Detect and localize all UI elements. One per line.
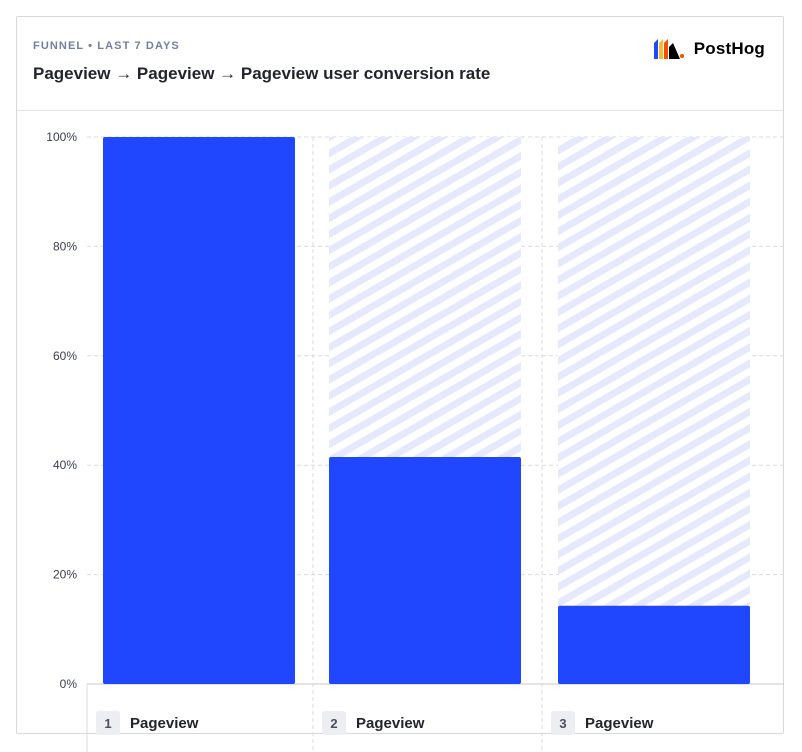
step-number-badge: 2	[322, 711, 346, 735]
insight-title: Pageview → Pageview → Pageview user conv…	[33, 64, 491, 83]
funnel-bar[interactable]	[558, 605, 750, 684]
y-tick-label: 100%	[46, 130, 77, 144]
bar-dropoff-background	[558, 137, 750, 606]
step-label-3: 3 Pageview	[551, 706, 653, 740]
y-tick-label: 60%	[53, 349, 77, 363]
posthog-logo-icon	[653, 39, 684, 59]
step-name: Pageview	[356, 714, 425, 732]
y-tick-label: 80%	[53, 239, 77, 253]
y-tick-label: 20%	[53, 568, 77, 582]
logo-wordmark: PostHog	[693, 39, 765, 58]
funnel-bar[interactable]	[103, 137, 295, 684]
bar-dropoff-background	[329, 137, 521, 457]
funnel-bar[interactable]	[329, 456, 521, 684]
y-tick-label: 0%	[60, 677, 78, 691]
card-header: FUNNEL • LAST 7 DAYS Pageview → Pageview…	[17, 17, 783, 111]
step-number-badge: 3	[551, 711, 575, 735]
insight-subtitle: FUNNEL • LAST 7 DAYS	[33, 40, 180, 52]
y-tick-label: 40%	[53, 458, 77, 472]
posthog-logo[interactable]: PostHog	[653, 37, 765, 61]
step-name: Pageview	[130, 714, 199, 732]
step-number-badge: 1	[96, 711, 120, 735]
step-label-1: 1 Pageview	[96, 706, 198, 740]
step-label-2: 2 Pageview	[322, 706, 424, 740]
step-name: Pageview	[585, 714, 654, 732]
